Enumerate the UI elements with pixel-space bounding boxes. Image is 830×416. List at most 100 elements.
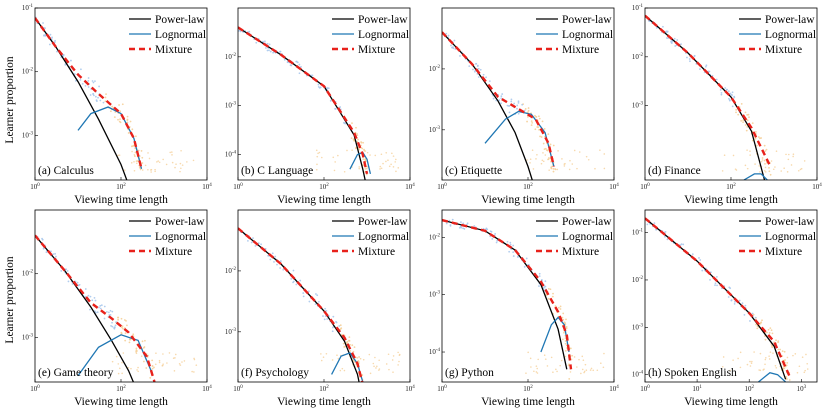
data-point — [477, 76, 480, 78]
data-point — [761, 159, 764, 161]
data-point — [742, 121, 744, 124]
data-point — [459, 225, 462, 228]
data-point — [133, 169, 136, 172]
y-tick-label: 10-2 — [225, 53, 237, 61]
data-point — [148, 157, 151, 160]
data-point — [768, 332, 771, 334]
data-point — [397, 167, 400, 169]
data-point — [331, 330, 334, 333]
data-point — [311, 74, 314, 77]
data-point — [543, 354, 546, 357]
data-point — [376, 365, 378, 368]
data-point — [500, 97, 503, 100]
data-point — [111, 321, 113, 324]
data-point — [295, 60, 298, 63]
data-point — [124, 339, 127, 342]
data-point — [742, 119, 745, 121]
data-point — [527, 351, 529, 354]
data-point — [105, 93, 107, 96]
data-point — [126, 119, 129, 122]
data-point — [699, 68, 701, 70]
data-point — [727, 296, 730, 298]
data-point — [565, 325, 568, 328]
data-point — [151, 359, 154, 362]
data-point — [179, 170, 181, 173]
data-point — [103, 317, 106, 320]
data-point — [173, 370, 176, 372]
legend-label: Lognormal — [155, 231, 206, 243]
data-point — [121, 327, 124, 330]
data-point — [806, 362, 809, 365]
data-point — [99, 307, 102, 310]
data-point — [268, 43, 271, 46]
series-line-powerlaw — [238, 227, 360, 382]
data-point — [564, 355, 567, 358]
data-point — [462, 227, 464, 230]
series-line-lognormal — [540, 316, 570, 353]
x-tick-label: 104 — [202, 385, 212, 393]
data-point — [260, 243, 263, 246]
data-point — [316, 294, 319, 297]
data-point — [326, 318, 329, 320]
data-point — [118, 104, 120, 106]
data-point — [143, 346, 146, 348]
data-point — [733, 95, 736, 98]
panel-label: (g) Python — [445, 367, 494, 379]
legend-label: Power-law — [358, 14, 408, 26]
series-line-mixture — [238, 26, 369, 175]
legend-label: Lognormal — [562, 231, 613, 243]
data-point — [732, 359, 734, 361]
data-point — [768, 355, 770, 357]
data-point — [152, 389, 154, 391]
data-point — [70, 59, 72, 62]
data-point — [265, 47, 267, 49]
data-point — [680, 43, 682, 46]
data-point — [195, 364, 198, 366]
data-point — [492, 97, 495, 100]
data-point — [81, 82, 84, 85]
data-point — [121, 103, 124, 106]
data-point — [530, 366, 532, 368]
data-point — [356, 357, 359, 359]
data-point — [179, 364, 182, 366]
legend-label: Lognormal — [155, 29, 206, 41]
y-tick-label: 10-2 — [632, 276, 644, 284]
data-point — [71, 283, 74, 285]
data-point — [561, 338, 564, 341]
data-point — [756, 144, 758, 147]
data-point — [741, 302, 744, 305]
data-point — [760, 321, 763, 324]
data-point — [473, 225, 476, 227]
data-point — [339, 106, 342, 108]
data-point — [341, 333, 343, 336]
series-line-lognormal — [743, 173, 768, 180]
data-point — [135, 351, 137, 353]
data-point — [87, 79, 90, 82]
data-point — [123, 169, 126, 172]
data-point — [322, 356, 325, 359]
data-point — [448, 219, 451, 222]
data-point — [74, 79, 77, 82]
data-point — [552, 170, 555, 173]
data-point — [686, 56, 688, 59]
data-point — [724, 87, 727, 89]
data-point — [115, 355, 118, 358]
data-point — [302, 292, 305, 294]
data-point — [550, 356, 553, 359]
data-point — [561, 316, 564, 319]
x-axis-label: Viewing time length — [481, 396, 575, 408]
data-point — [804, 369, 806, 372]
data-point — [764, 358, 767, 361]
data-point — [331, 359, 334, 361]
data-point — [382, 162, 384, 165]
data-point — [524, 108, 527, 110]
data-point — [764, 166, 767, 169]
x-axis-label: Viewing time length — [74, 396, 168, 408]
panel-label: (b) C Language — [241, 165, 313, 177]
data-point — [351, 149, 353, 151]
data-point — [87, 86, 90, 88]
data-point — [395, 158, 397, 161]
data-point — [118, 367, 121, 370]
y-tick-label: 10-2 — [225, 267, 237, 275]
data-point — [688, 58, 691, 60]
